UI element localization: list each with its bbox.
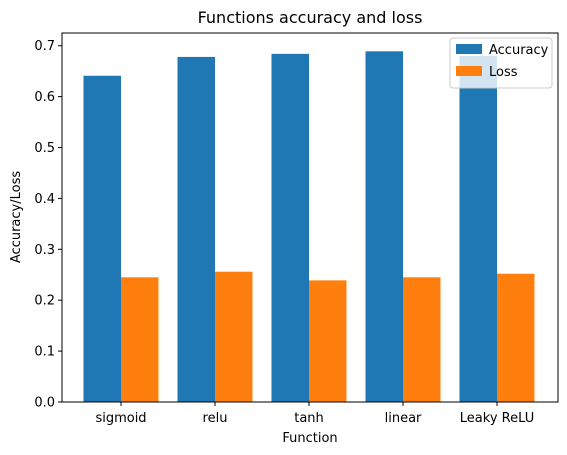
x-tick-label: linear [385, 411, 422, 426]
bar-loss-tanh [309, 280, 347, 402]
y-tick-label: 0.3 [34, 243, 55, 258]
legend-swatch-accuracy [456, 44, 482, 54]
legend: Accuracy Loss [449, 37, 553, 89]
bar-accuracy-tanh [271, 53, 309, 403]
bar-loss-linear [403, 277, 441, 402]
y-axis: 0.0 0.1 0.2 0.3 0.4 0.5 0.6 0.7 [34, 39, 62, 411]
y-tick-label: 0.0 [34, 396, 55, 411]
legend-label-accuracy: Accuracy [489, 43, 549, 58]
x-axis-label: Function [282, 431, 337, 446]
y-tick-label: 0.1 [34, 345, 55, 360]
legend-label-loss: Loss [489, 65, 518, 80]
bar-loss-sigmoid [121, 277, 159, 402]
bar-loss-relu [215, 271, 253, 402]
chart-title: Functions accuracy and loss [198, 8, 423, 27]
bar-accuracy-linear [365, 51, 403, 403]
bars-group [83, 51, 535, 403]
x-tick-label: tanh [294, 411, 324, 426]
bar-accuracy-leaky-relu [459, 55, 497, 403]
x-tick-label: relu [203, 411, 228, 426]
bar-accuracy-sigmoid [83, 75, 121, 402]
y-tick-label: 0.2 [34, 294, 55, 309]
y-tick-label: 0.7 [34, 39, 55, 54]
y-tick-label: 0.5 [34, 141, 55, 156]
plot-frame [61, 32, 559, 403]
y-axis-label: Accuracy/Loss [9, 171, 24, 263]
x-axis: sigmoid relu tanh linear Leaky ReLU [95, 402, 534, 426]
bar-loss-leaky-relu [497, 273, 535, 402]
x-tick-label: sigmoid [95, 411, 146, 426]
legend-swatch-loss [456, 66, 482, 76]
bar-accuracy-relu [177, 56, 215, 402]
y-tick-label: 0.6 [34, 90, 55, 105]
y-tick-label: 0.4 [34, 192, 55, 207]
x-tick-label: Leaky ReLU [460, 411, 534, 426]
